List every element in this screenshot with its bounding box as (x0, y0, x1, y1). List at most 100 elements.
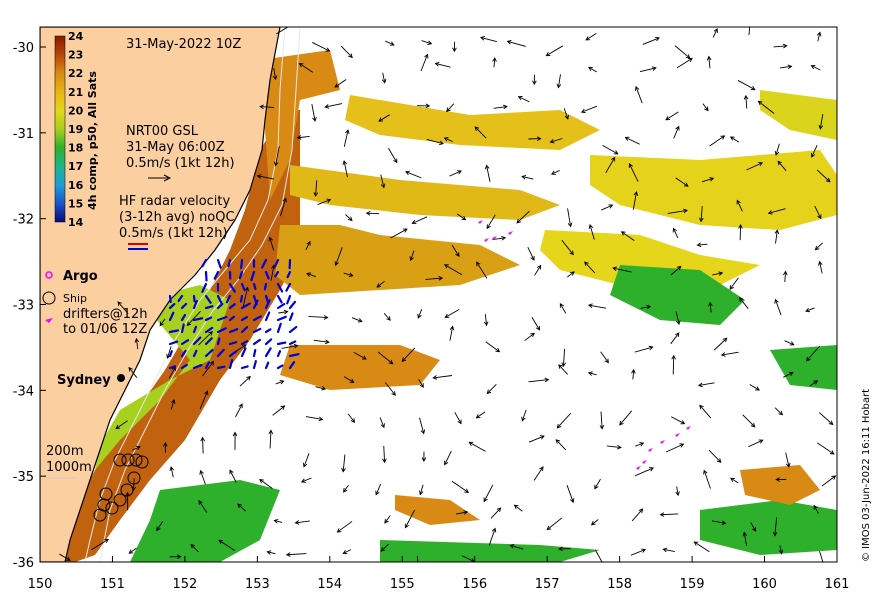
current-vector-head (813, 504, 818, 510)
current-vector (561, 239, 574, 255)
current-vector-head (828, 420, 834, 426)
current-vector (273, 68, 277, 80)
current-vector-head (709, 177, 715, 182)
current-vector (594, 478, 601, 489)
x-tick-label: 160 (752, 577, 777, 592)
hf-vector (168, 311, 175, 322)
current-vector-head (401, 357, 407, 362)
current-vector (186, 311, 201, 326)
current-vector-head (285, 552, 291, 557)
current-vector (335, 247, 343, 266)
current-vector (774, 299, 782, 316)
y-tick-label: -35 (13, 470, 34, 485)
sst-patch-south-mid (380, 540, 600, 562)
current-vector (202, 437, 204, 454)
hf-vector (228, 350, 238, 358)
current-vector (433, 375, 453, 379)
current-vector (483, 484, 494, 502)
current-vector-head (457, 419, 462, 425)
current-vector-head (232, 431, 238, 437)
current-vector (584, 261, 596, 274)
current-vector-head (783, 270, 788, 276)
current-vector (589, 224, 595, 240)
current-vector-head (546, 525, 552, 531)
current-vector (816, 169, 831, 183)
current-vector (635, 86, 643, 104)
current-vector (451, 244, 460, 257)
hf-vector (227, 258, 232, 268)
current-vector (311, 104, 316, 121)
contour-200m (84, 27, 286, 562)
sst-patch-south-east (700, 500, 837, 555)
sst-patch-east-2 (760, 90, 837, 140)
current-vector-head (455, 252, 460, 258)
current-vector-head (713, 28, 718, 33)
current-vector-head (486, 224, 491, 230)
current-vector-head (704, 106, 709, 112)
hf-vector (250, 270, 256, 282)
current-vector-head (550, 170, 556, 175)
current-vector (493, 58, 496, 68)
current-vector-head (501, 235, 507, 241)
colorbar-ramp (54, 35, 66, 223)
hf-vector (263, 282, 268, 291)
current-vector-head (256, 174, 262, 179)
current-vector-head (268, 429, 274, 435)
hf-line1: HF radar velocity (119, 194, 231, 209)
current-vector-head (743, 94, 749, 100)
current-vector (595, 550, 603, 562)
current-vector (743, 532, 747, 547)
current-vector-head (405, 170, 410, 176)
hf-vector (216, 294, 223, 304)
current-vector-head (378, 117, 383, 122)
current-vector-head (427, 40, 433, 45)
colorbar-tick-label: 21 (68, 86, 83, 99)
colorbar-tick-label: 15 (68, 197, 83, 210)
current-vector (567, 208, 572, 227)
current-vector (748, 439, 763, 448)
hf-vector (204, 361, 211, 370)
hf-vector (204, 337, 213, 346)
current-vector-head (818, 260, 823, 266)
current-vector-head (651, 66, 657, 71)
current-vector-head (402, 228, 408, 233)
hf-vector (286, 294, 292, 305)
current-vector-head (822, 563, 826, 567)
current-vector-head (539, 435, 545, 440)
current-vector-head (302, 462, 308, 468)
current-vector-head (758, 162, 764, 167)
current-vector-head (238, 403, 243, 409)
current-vector (708, 56, 711, 69)
current-vector-head (135, 445, 141, 451)
current-vector (521, 176, 534, 180)
colorbar-tick-label: 22 (68, 67, 83, 80)
current-vector-head (556, 423, 562, 429)
current-vector (276, 27, 289, 35)
current-vector (59, 553, 71, 561)
current-vector (632, 191, 637, 210)
hf-vector (276, 322, 282, 334)
hf-vector (228, 315, 236, 322)
hf-vector (192, 349, 198, 358)
current-vector-head (417, 313, 422, 319)
current-vector (301, 477, 312, 483)
current-vector-head (680, 420, 686, 425)
current-vector-head (348, 272, 354, 278)
current-vector (280, 198, 287, 217)
current-vector-head (649, 467, 655, 472)
current-vector (700, 206, 703, 222)
current-vector (674, 45, 691, 59)
sst-patch-35-west (395, 495, 480, 525)
current-vector-head (535, 325, 541, 331)
current-vector (551, 170, 560, 175)
current-vector (132, 446, 141, 451)
current-vector-head (755, 386, 760, 391)
current-vector-head (483, 497, 488, 503)
current-vector-head (409, 256, 414, 262)
x-tick-label: 151 (100, 577, 125, 592)
hf-vector (288, 300, 297, 310)
current-vector (198, 500, 208, 513)
current-vector-head (486, 389, 492, 395)
current-vector-head (432, 375, 438, 380)
current-vector (486, 214, 496, 229)
